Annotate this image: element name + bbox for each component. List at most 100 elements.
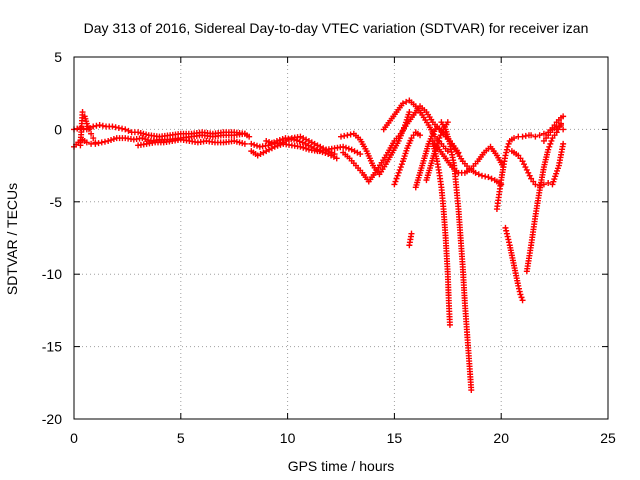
y-tick-label: -5 xyxy=(50,194,63,210)
data-point-interp xyxy=(112,124,119,131)
data-point xyxy=(333,155,340,162)
data-point-interp xyxy=(268,139,275,146)
data-point-interp xyxy=(393,175,400,182)
y-tick-label: -10 xyxy=(42,266,62,282)
data-point-interp xyxy=(548,137,555,144)
data-point-interp xyxy=(253,142,260,149)
data-point xyxy=(241,130,248,137)
data-point-interp xyxy=(397,164,404,171)
data-point xyxy=(98,139,105,146)
x-tick-label: 5 xyxy=(177,430,185,446)
data-point xyxy=(478,172,485,179)
data-point xyxy=(417,132,424,139)
data-point-interp xyxy=(547,140,554,147)
data-point-interp xyxy=(403,98,410,105)
data-point-interp xyxy=(110,136,117,143)
data-point-interp xyxy=(119,125,126,132)
data-point-interp xyxy=(518,294,525,301)
data-point xyxy=(241,140,248,147)
data-point-interp xyxy=(347,131,354,138)
data-point-interp xyxy=(341,132,348,139)
data-point xyxy=(517,291,524,298)
data-point xyxy=(246,133,253,140)
data-point-interp xyxy=(99,122,106,129)
series-arc12 xyxy=(406,230,415,249)
grid xyxy=(74,57,608,419)
y-tick-label: -20 xyxy=(42,411,62,427)
series-arc2 xyxy=(71,122,248,140)
data-point-interp xyxy=(342,144,349,151)
data-point xyxy=(504,143,511,150)
data-point-interp xyxy=(503,149,510,156)
series-arc7 xyxy=(263,133,338,158)
data-point xyxy=(515,282,522,289)
data-point-interp xyxy=(506,239,513,246)
y-tick-label: 5 xyxy=(54,49,62,65)
data-point xyxy=(399,100,406,107)
series-arc3 xyxy=(77,109,99,149)
data-point-interp xyxy=(251,141,258,148)
data-point xyxy=(560,113,567,120)
chart-title: Day 313 of 2016, Sidereal Day-to-day VTE… xyxy=(84,20,589,36)
y-tick-label: 0 xyxy=(54,121,62,137)
data-point-interp xyxy=(505,236,512,243)
series-dip1-up xyxy=(423,119,451,184)
data-point xyxy=(444,148,451,155)
data-point xyxy=(96,122,103,129)
data-point-interp xyxy=(145,137,152,144)
data-point-interp xyxy=(345,145,352,152)
data-point-interp xyxy=(522,132,529,139)
data-point xyxy=(560,126,567,133)
data-point xyxy=(105,137,112,144)
data-point xyxy=(406,109,413,116)
data-point xyxy=(553,123,560,130)
data-point-interp xyxy=(279,136,286,143)
series-arc16 xyxy=(523,120,565,275)
data-point xyxy=(263,137,270,144)
data-point xyxy=(297,143,304,150)
data-point xyxy=(88,130,95,137)
data-point-interp xyxy=(266,138,273,145)
series-arc11 xyxy=(391,129,424,188)
data-point xyxy=(540,130,547,137)
data-point-interp xyxy=(475,171,482,178)
x-tick-label: 10 xyxy=(280,430,296,446)
series-dip3 xyxy=(502,224,526,304)
x-tick-label: 25 xyxy=(600,430,616,446)
data-point xyxy=(502,152,509,159)
data-point-interp xyxy=(74,125,81,132)
data-point xyxy=(545,146,552,153)
data-point-interp xyxy=(396,166,403,173)
series-dip1 xyxy=(429,140,453,328)
data-point xyxy=(139,135,146,142)
data-point-interp xyxy=(503,230,510,237)
data-point xyxy=(85,126,92,133)
data-point-interp xyxy=(84,123,91,130)
data-point xyxy=(316,148,323,155)
data-point xyxy=(115,124,122,131)
data-point xyxy=(532,133,539,140)
data-point xyxy=(511,135,518,142)
data-point-interp xyxy=(296,138,303,145)
data-point xyxy=(560,140,567,147)
data-point xyxy=(408,230,415,237)
data-point-interp xyxy=(93,122,100,129)
data-point-interp xyxy=(392,178,399,185)
data-point-interp xyxy=(322,150,329,157)
y-axis-label: SDTVAR / TECUs xyxy=(4,183,20,295)
data-point xyxy=(446,321,453,328)
data-point xyxy=(391,181,398,188)
data-point-interp xyxy=(516,285,522,292)
data-point-interp xyxy=(516,288,523,295)
plot-frame xyxy=(73,56,609,420)
data-point xyxy=(79,109,86,116)
data-point-interp xyxy=(394,172,401,179)
data-point xyxy=(395,169,402,176)
data-point-interp xyxy=(276,137,283,144)
y-tick-label: -15 xyxy=(42,339,62,355)
data-point-interp xyxy=(488,175,495,182)
series-arc4 xyxy=(135,136,248,149)
data-point xyxy=(472,169,479,176)
data-point xyxy=(536,132,543,139)
